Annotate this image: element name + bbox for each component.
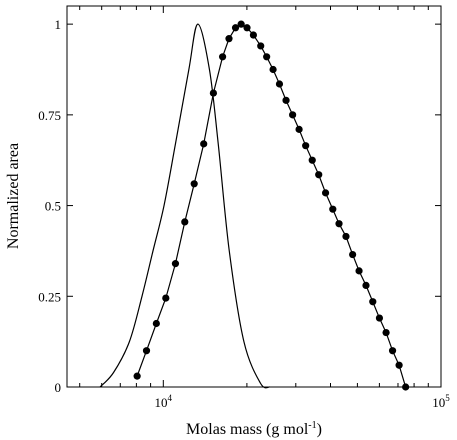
y-axis-ticks: 0 0.25 0.5 0.75 1 <box>38 17 441 395</box>
series-2-point <box>302 142 310 150</box>
series-2-point <box>249 31 258 39</box>
series-1-line <box>99 23 270 389</box>
series-2-point <box>282 96 290 104</box>
series-2-point <box>349 250 357 259</box>
y-tick-label: 0.5 <box>45 199 61 214</box>
plot-frame <box>66 5 442 388</box>
x-tick-label-base: 10 <box>432 395 445 410</box>
x-tick-label-exp: 5 <box>445 393 450 403</box>
series-2-point <box>209 89 218 97</box>
y-tick-label: 0.25 <box>38 289 61 304</box>
x-axis-title-main: Molas mass (g mol <box>186 421 309 438</box>
series-2-point <box>362 281 370 289</box>
series-2-point <box>263 53 271 61</box>
series-2-point <box>321 189 330 197</box>
series-2-point <box>369 298 377 306</box>
series-2-point <box>231 24 240 32</box>
series-2-point <box>342 232 350 241</box>
series-2-point <box>375 314 384 322</box>
series-2-point <box>142 347 151 355</box>
series-2-point <box>295 125 303 133</box>
x-tick-label: 105 <box>432 393 450 410</box>
y-tick-label: 1 <box>55 17 62 32</box>
y-axis-title: Normalized area <box>5 143 22 249</box>
x-axis-title-close: ) <box>317 421 322 438</box>
series-2-point <box>152 319 160 328</box>
x-tick-label-base: 10 <box>155 395 168 410</box>
series-2-point <box>289 111 297 119</box>
series-2-point <box>329 205 337 213</box>
series-2-point <box>237 20 245 28</box>
series-2-point <box>395 361 403 369</box>
y-tick-label: 0.75 <box>38 108 61 123</box>
x-axis-ticks: 104 105 <box>79 6 450 410</box>
series-2-point <box>275 80 284 88</box>
series-2-point <box>402 383 410 391</box>
y-tick-label: 0 <box>55 380 62 395</box>
series-2-point <box>335 220 343 228</box>
series-2-point <box>200 140 208 148</box>
series-2-point <box>133 372 141 380</box>
series-2-point <box>162 294 170 302</box>
x-axis-title: Molas mass (g mol-1) <box>186 420 322 438</box>
series-2-point <box>225 35 233 43</box>
series-2-point <box>308 156 316 164</box>
series-2-point <box>190 180 198 188</box>
series-2-point <box>315 171 323 179</box>
x-tick-label-exp: 4 <box>168 393 173 403</box>
x-axis-title-sup: -1 <box>308 420 316 431</box>
series-2-line <box>136 23 407 388</box>
series-2-point <box>257 42 265 50</box>
series-2-point <box>181 218 189 226</box>
series-2-point <box>382 328 390 337</box>
series-2-point <box>269 65 277 74</box>
series-2-point <box>388 347 397 355</box>
series-2-point <box>218 53 227 61</box>
x-tick-label: 104 <box>155 393 173 410</box>
series-2-point <box>243 24 251 32</box>
series-layer <box>99 20 410 391</box>
series-2-point <box>171 260 180 268</box>
series-2-point <box>355 267 363 275</box>
